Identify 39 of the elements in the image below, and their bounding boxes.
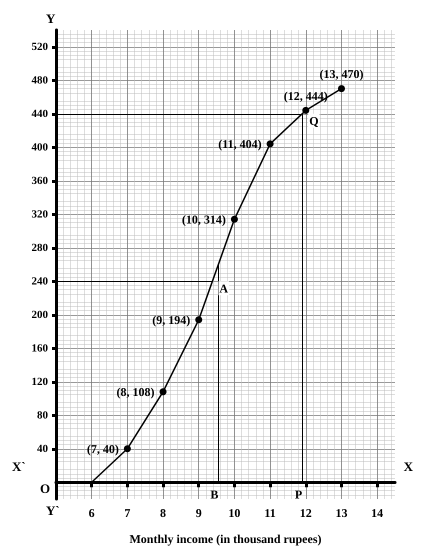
x-tick-label: 11 — [264, 506, 276, 520]
data-label: (9, 194) — [152, 312, 190, 327]
x-tick-label: 12 — [300, 506, 312, 520]
y-tick-label: 160 — [32, 342, 48, 354]
y-tick-label: 200 — [32, 308, 48, 321]
data-label: (8, 108) — [116, 384, 155, 399]
data-label: (10, 314) — [182, 212, 226, 226]
x-tick-label: 6 — [88, 506, 95, 520]
y-tick-label: 320 — [32, 208, 48, 220]
ref-line-label: A — [219, 281, 228, 296]
y-tick-label: 400 — [32, 141, 48, 154]
ref-line-label: B — [210, 487, 218, 502]
x-tick-label: 9 — [196, 506, 202, 520]
y-tick-label: 280 — [32, 242, 48, 254]
y-tick-label: 80 — [37, 409, 48, 422]
y-tick-label: 40 — [37, 442, 48, 455]
text: O — [40, 481, 50, 496]
ref-line-label: P — [294, 487, 302, 502]
x-tick-label: 8 — [160, 506, 166, 520]
data-label: (13, 470) — [319, 67, 364, 82]
x-axis-title: Monthly income (in thousand rupees) — [129, 532, 322, 546]
ref-line-label: Q — [309, 114, 319, 128]
y-tick-label: 240 — [32, 275, 48, 288]
data-label: (7, 40) — [86, 442, 119, 456]
y-tick-label: 520 — [32, 40, 48, 53]
text: X` — [12, 459, 26, 474]
text: Y — [46, 11, 56, 26]
x-tick-label: 10 — [228, 506, 240, 520]
x-tick-label: 13 — [335, 506, 348, 520]
y-tick-label: 480 — [32, 74, 48, 86]
text: X — [404, 459, 414, 474]
data-label: (12, 444) — [284, 88, 328, 103]
text: Y` — [46, 503, 60, 518]
x-tick-label: 7 — [124, 506, 130, 520]
data-label: (11, 404) — [218, 136, 262, 151]
x-tick-label: 14 — [371, 506, 384, 520]
y-tick-label: 440 — [32, 108, 48, 120]
y-tick-label: 120 — [32, 376, 48, 388]
y-tick-label: 360 — [32, 174, 48, 187]
